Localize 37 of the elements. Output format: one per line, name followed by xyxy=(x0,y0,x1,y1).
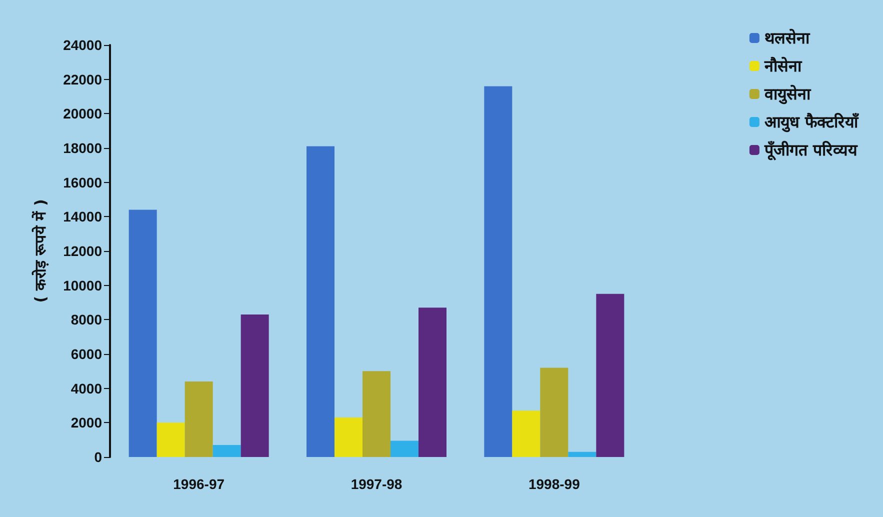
y-tick-label: 6000 xyxy=(70,346,102,362)
y-tick-label: 12000 xyxy=(63,243,102,259)
y-tick-label: 2000 xyxy=(70,414,102,431)
x-tick-label: 1996-97 xyxy=(173,476,225,492)
y-tick-label: 4000 xyxy=(70,380,102,396)
bar xyxy=(212,444,241,457)
y-tick-label: 24000 xyxy=(63,37,102,53)
y-tick-label: 0 xyxy=(94,449,102,465)
legend-label: पूँजीगत परिव्यय xyxy=(763,140,858,160)
y-tick-label: 22000 xyxy=(63,71,102,88)
y-axis-title: ( करोड़ रूपये में ) xyxy=(32,199,50,303)
bar xyxy=(484,86,512,457)
bar xyxy=(390,440,418,457)
x-tick-label: 1997-98 xyxy=(350,476,402,492)
bar xyxy=(334,418,362,457)
bar xyxy=(418,308,446,457)
bar xyxy=(184,381,213,457)
x-tick-label: 1998-99 xyxy=(528,476,580,492)
bar xyxy=(128,210,157,457)
bar xyxy=(568,452,596,457)
y-tick-label: 20000 xyxy=(63,106,102,122)
bar xyxy=(540,368,568,457)
bar xyxy=(596,294,624,457)
legend-label: वायुसेना xyxy=(763,84,812,104)
y-tick-label: 10000 xyxy=(63,277,102,294)
legend-label: आयुध फैक्टरियाँ xyxy=(764,112,860,132)
bar xyxy=(240,314,269,457)
bar xyxy=(306,146,334,457)
y-tick-label: 18000 xyxy=(63,140,102,156)
legend-label: थलसेना xyxy=(764,28,810,48)
bar xyxy=(512,410,540,457)
bar xyxy=(362,371,390,457)
y-tick-label: 14000 xyxy=(63,208,102,225)
bar xyxy=(156,422,185,457)
y-tick-label: 16000 xyxy=(63,174,102,190)
y-tick-label: 8000 xyxy=(70,312,102,328)
legend-label: नौसेना xyxy=(763,56,802,76)
